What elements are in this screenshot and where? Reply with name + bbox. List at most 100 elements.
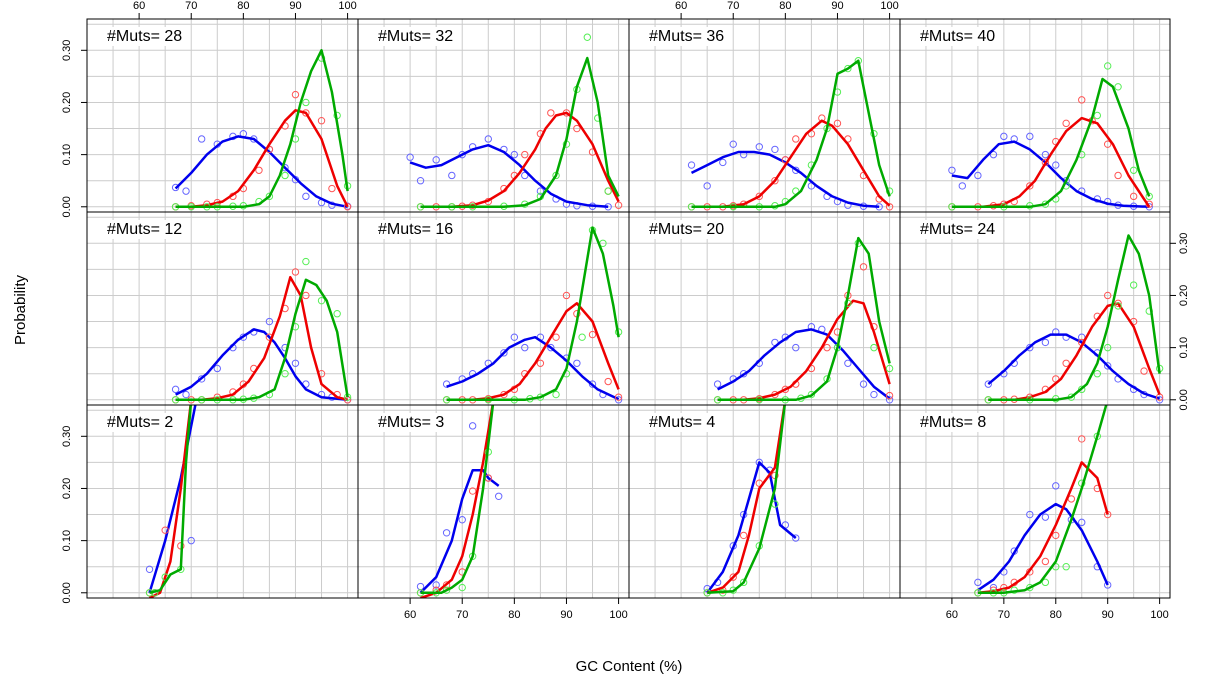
data-point [578, 333, 586, 341]
panel-data [171, 257, 352, 404]
panel-label: #Muts= 28 [107, 28, 182, 45]
panel-background [900, 212, 1170, 405]
panel-data [948, 62, 1153, 211]
panel-background [900, 405, 1170, 598]
data-point [182, 390, 190, 399]
panel-label-background [103, 220, 187, 239]
data-point [1041, 338, 1050, 347]
data-point [521, 343, 529, 352]
data-point [1041, 150, 1050, 159]
x-tick-label: 80 [779, 0, 791, 12]
data-point [1062, 359, 1070, 367]
y-tick-label: 0.30 [61, 40, 73, 61]
data-point [442, 380, 451, 388]
data-point [1078, 333, 1086, 341]
data-point [771, 177, 779, 185]
panel-label: #Muts= 12 [107, 221, 182, 238]
y-tick-label: 0.20 [1178, 285, 1190, 306]
panel-grid [629, 405, 900, 598]
data-point [885, 203, 894, 211]
series-line [175, 49, 349, 209]
data-point [833, 119, 842, 128]
series-line [175, 109, 349, 209]
x-axis-top-col-1: 60 70 80 90 100 [133, 0, 357, 19]
series-line [717, 236, 891, 402]
data-point [1026, 132, 1034, 141]
series-line [420, 405, 495, 595]
panel-12: #Muts= 8 [899, 404, 1171, 599]
data-point [302, 192, 310, 201]
data-point [859, 263, 868, 271]
data-point [432, 156, 440, 164]
x-tick-label: 60 [946, 609, 958, 621]
data-point [1114, 171, 1122, 180]
panel-label-background [374, 220, 458, 239]
panel-1: #Muts= 28 [86, 18, 359, 213]
data-point [182, 187, 190, 195]
data-point [1103, 343, 1112, 352]
panel-label: #Muts= 32 [378, 28, 453, 45]
x-tick-label: 70 [727, 0, 739, 12]
data-point [406, 153, 414, 161]
data-point [197, 375, 206, 383]
series-line [987, 333, 1160, 400]
panel-grid [358, 19, 629, 212]
data-point [1140, 367, 1148, 375]
data-point [1103, 581, 1112, 589]
series-line [706, 405, 786, 594]
data-point [948, 166, 956, 174]
series-line [977, 502, 1109, 592]
data-point [1129, 281, 1138, 289]
x-tick-label: 80 [508, 609, 520, 621]
series-line [175, 278, 349, 402]
panel-data [703, 405, 800, 597]
data-point [588, 330, 597, 339]
data-point [458, 150, 466, 159]
data-point [302, 291, 310, 300]
x-tick-label: 100 [338, 0, 356, 12]
panel-label-background [916, 27, 1000, 46]
y-tick-label: 0.10 [1178, 337, 1190, 358]
series-line [951, 116, 1151, 209]
series-line [977, 461, 1109, 595]
data-point [281, 370, 289, 378]
data-point [291, 90, 300, 99]
panel-11: #Muts= 4 [628, 404, 901, 599]
panel-background [900, 19, 1170, 212]
data-point [1093, 111, 1102, 120]
data-point [573, 124, 581, 133]
data-point [1026, 182, 1034, 190]
data-point [1041, 513, 1050, 521]
data-point [213, 364, 221, 373]
panel-label: #Muts= 40 [920, 28, 995, 45]
series-line [175, 275, 348, 402]
panel-background [87, 405, 358, 598]
panel-data [145, 405, 197, 598]
data-point [458, 516, 466, 524]
data-point [614, 201, 623, 209]
y-axis-label: Probability [12, 274, 29, 345]
y-tick-label: 0.20 [61, 92, 73, 113]
panel-label-background [103, 413, 178, 432]
data-point [1103, 62, 1112, 70]
data-point [614, 396, 623, 404]
data-point [500, 349, 508, 357]
data-point [729, 573, 737, 581]
data-point [1041, 578, 1050, 587]
y-axis-left-row-3: 0.00 0.10 0.20 0.30 [61, 426, 87, 603]
data-point [1062, 563, 1070, 571]
data-point [1155, 396, 1164, 404]
data-point [807, 390, 816, 399]
panel-4: #Muts= 40 [899, 18, 1171, 213]
panel-label-background [645, 27, 729, 46]
x-tick-label: 90 [560, 609, 572, 621]
panel-5: #Muts= 12 [86, 211, 359, 406]
data-point [343, 203, 352, 211]
data-point [171, 183, 180, 192]
data-point [614, 393, 623, 401]
x-tick-label: 70 [456, 609, 468, 621]
x-tick-label: 60 [404, 609, 416, 621]
series-line [148, 405, 192, 598]
panel-grid [900, 405, 1170, 598]
data-point [1052, 161, 1060, 169]
